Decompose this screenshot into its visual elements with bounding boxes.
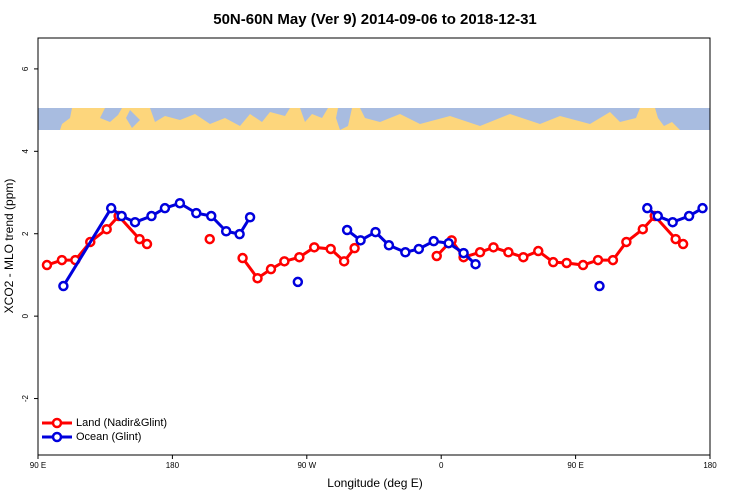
data-point <box>458 247 469 259</box>
data-point <box>428 235 439 247</box>
x-tick-label: 180 <box>703 461 717 470</box>
x-tick-label: 0 <box>439 461 444 470</box>
data-point <box>637 223 649 235</box>
data-point <box>621 236 632 248</box>
data-point <box>642 202 653 214</box>
y-tick-label: 4 <box>21 149 30 154</box>
data-point <box>134 233 145 245</box>
data-point <box>677 238 689 250</box>
data-point <box>547 256 559 268</box>
data-point <box>413 243 425 255</box>
data-point <box>503 247 514 258</box>
x-axis-label: Longitude (deg E) <box>327 476 422 490</box>
data-point <box>443 237 454 249</box>
data-point <box>667 216 678 228</box>
data-point <box>349 242 360 254</box>
data-point <box>146 210 157 222</box>
data-point <box>683 210 695 222</box>
data-point <box>697 202 708 214</box>
x-tick-label: 90 W <box>297 461 316 470</box>
x-tick-label: 180 <box>166 461 180 470</box>
data-point <box>191 207 202 219</box>
data-point <box>294 251 305 263</box>
data-point <box>265 263 277 275</box>
data-point <box>220 226 232 237</box>
y-tick-label: 0 <box>21 313 30 318</box>
map-strip <box>38 108 710 130</box>
data-point <box>252 272 263 284</box>
data-point <box>592 254 604 266</box>
legend-label: Ocean (Glint) <box>76 431 141 443</box>
legend-marker <box>51 431 63 443</box>
data-point <box>205 210 217 222</box>
data-point <box>58 280 69 292</box>
data-point <box>594 280 605 292</box>
data-point <box>383 240 395 251</box>
data-point <box>279 256 290 267</box>
data-point <box>204 233 215 245</box>
data-point <box>309 242 320 253</box>
data-point <box>518 251 529 263</box>
data-point <box>141 238 153 250</box>
data-point <box>338 256 350 267</box>
y-tick-label: 2 <box>21 231 30 236</box>
data-point <box>56 254 68 266</box>
data-point <box>533 245 544 257</box>
data-point <box>129 216 141 228</box>
data-point <box>292 276 304 288</box>
data-point <box>577 259 589 271</box>
data-point <box>607 254 619 266</box>
data-point <box>159 202 171 214</box>
data-point <box>234 228 245 240</box>
data-point <box>400 247 411 258</box>
data-point <box>244 211 256 223</box>
data-point <box>325 243 336 255</box>
data-point <box>474 247 486 258</box>
series-line <box>62 201 704 287</box>
data-point <box>41 259 53 271</box>
data-point <box>470 258 481 270</box>
data-point <box>488 242 499 253</box>
x-tick-label: 90 E <box>30 461 46 470</box>
data-point <box>237 252 248 264</box>
y-axis-label: XCO2 - MLO trend (ppm) <box>2 179 16 314</box>
data-point <box>431 250 442 262</box>
data-point <box>105 202 117 214</box>
data-point <box>101 223 112 235</box>
y-tick-label: 6 <box>21 66 30 71</box>
series-line <box>46 213 684 281</box>
legend-marker <box>51 417 63 429</box>
data-point <box>341 224 353 236</box>
plot-frame <box>37 37 711 456</box>
data-point <box>116 210 127 222</box>
data-point <box>670 233 681 245</box>
chart-title: 50N-60N May (Ver 9) 2014-09-06 to 2018-1… <box>213 11 537 28</box>
data-point <box>355 235 366 246</box>
data-point <box>652 210 663 222</box>
data-point <box>561 257 572 269</box>
data-point <box>370 226 381 238</box>
legend-label: Land (Nadir&Glint) <box>76 417 167 429</box>
y-tick-label: -2 <box>21 394 30 402</box>
x-tick-label: 90 E <box>567 461 583 470</box>
data-point <box>174 197 186 209</box>
